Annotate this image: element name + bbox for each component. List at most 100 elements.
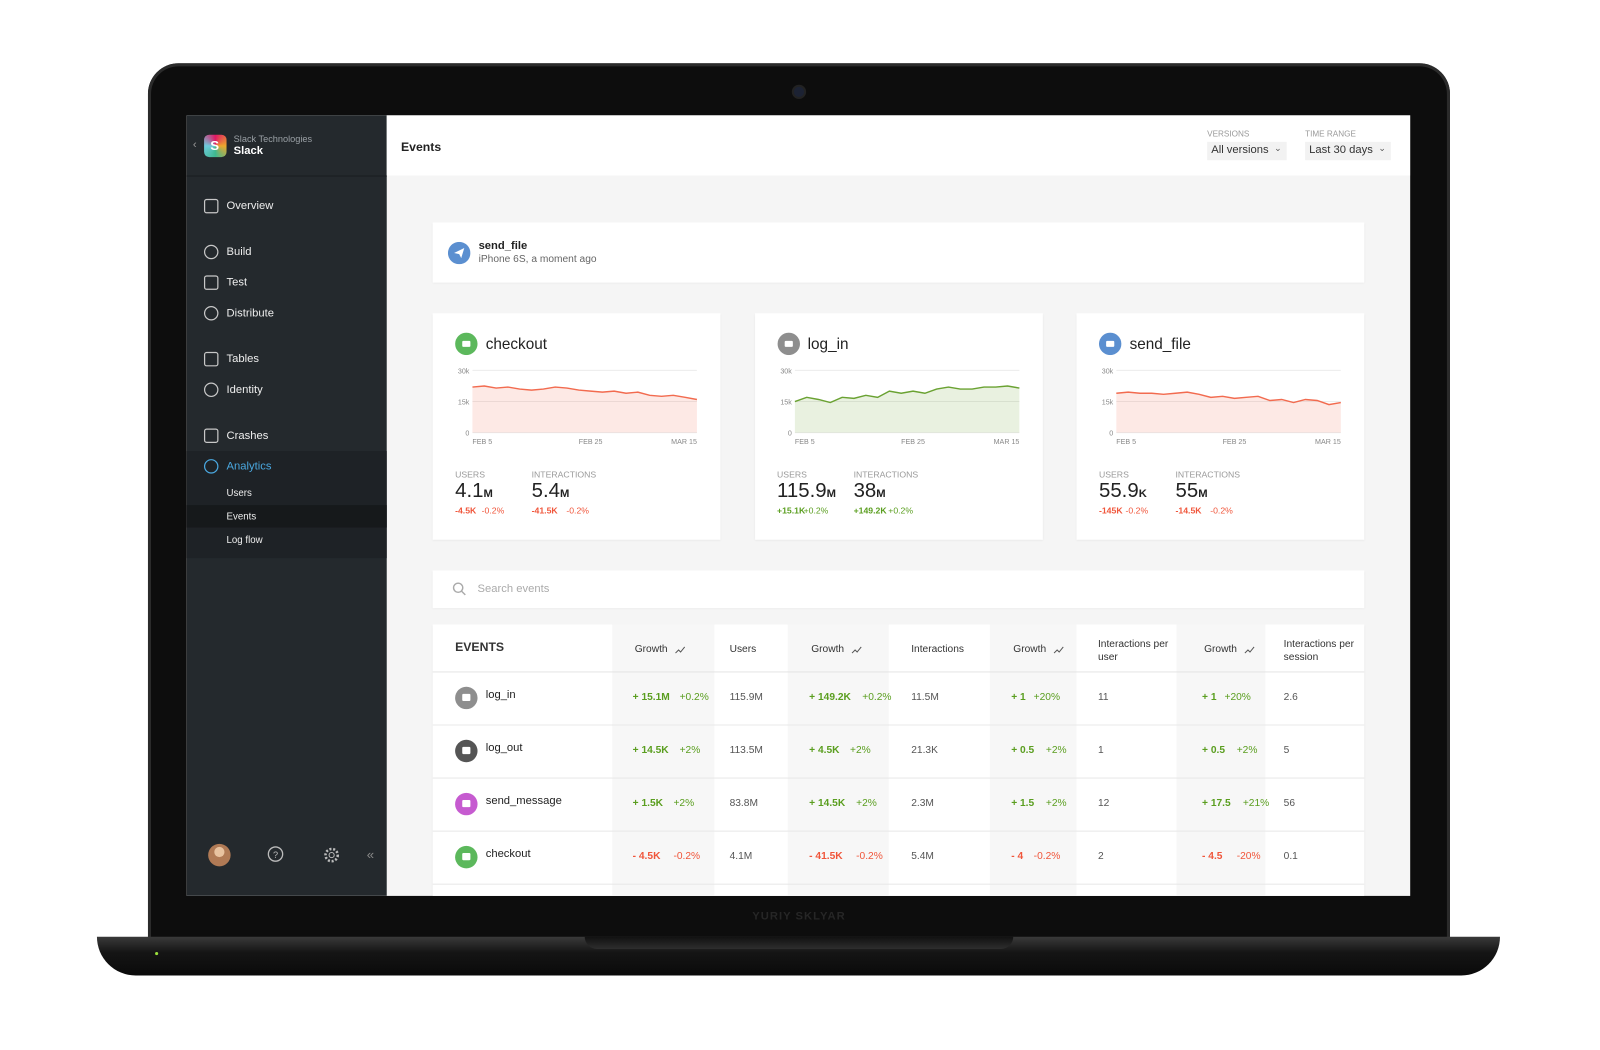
growth-value: + 1.5 <box>1011 797 1035 810</box>
nav-item[interactable]: Build <box>226 245 252 259</box>
company: Slack Technologies <box>233 133 313 144</box>
latest-icon <box>447 241 471 265</box>
trend-icon <box>851 646 862 654</box>
page-title: Events <box>401 139 442 155</box>
icon-shape <box>203 244 219 260</box>
nav-item[interactable]: Overview <box>226 199 274 213</box>
nav-item[interactable]: Tables <box>226 353 259 366</box>
subnav-item[interactable]: Users <box>226 487 252 499</box>
screen: ‹ S Slack Technologies Slack ? « Overvie… <box>186 115 1411 896</box>
x-tick-label: MAR 15 <box>671 438 697 446</box>
growth-pct: +0.2% <box>679 691 709 704</box>
y-tick-label: 15k <box>458 399 470 407</box>
cell-value: 2.6 <box>1283 691 1298 704</box>
cell-value: 12 <box>1097 797 1110 810</box>
sidebar-footer: ? « <box>208 843 374 867</box>
icon-shape <box>203 382 219 398</box>
cell-value: 21.3K <box>911 744 938 757</box>
trend-glyph <box>851 646 862 654</box>
event-icon <box>1098 332 1122 356</box>
stat-unit: K <box>1138 487 1147 500</box>
metric-card: send_file 30k 15k 0 FEB 5 FEB 25 MAR 15 USERS 55… <box>1076 313 1365 540</box>
cell-value: 115.9M <box>729 691 763 704</box>
stat-change-pct: +0.2% <box>803 505 829 516</box>
stat-change-pct: -0.2% <box>566 505 589 516</box>
search-icon <box>452 582 466 596</box>
growth-pct: +2% <box>1045 744 1067 757</box>
nav-item[interactable]: Crashes <box>226 429 269 442</box>
svg-text:?: ? <box>273 850 278 860</box>
growth-pct: -20% <box>1236 851 1261 863</box>
column-header: Growth <box>811 643 845 656</box>
filter-select[interactable]: Last 30 days ⌄ <box>1305 141 1392 161</box>
back-arrow[interactable]: ‹ <box>192 138 197 152</box>
row-divider <box>432 883 1365 885</box>
growth-pct: -0.2% <box>673 851 701 863</box>
growth-value: - 41.5K <box>809 851 843 863</box>
growth-value: + 15.1M <box>632 691 670 704</box>
metric-card: log_in 30k 15k 0 FEB 5 FEB 25 MAR 15 USERS 115.9… <box>754 313 1043 540</box>
nav-item[interactable]: Distribute <box>226 307 274 320</box>
growth-value: + 1 <box>1202 691 1217 704</box>
cell-value: 2.3M <box>911 797 934 810</box>
stat-unit: M <box>1198 487 1208 500</box>
search-box[interactable]: Search events <box>432 570 1365 609</box>
cell-value: 11.5M <box>911 691 939 704</box>
event-name[interactable]: checkout <box>485 847 531 861</box>
cell-value: 5 <box>1283 744 1290 757</box>
area <box>1116 392 1341 433</box>
row-icon-glyph <box>462 746 471 755</box>
nav-icon <box>203 306 219 321</box>
icon-shape <box>203 198 219 214</box>
y-tick-label: 0 <box>787 430 791 438</box>
row-icon-glyph <box>462 853 471 861</box>
growth-pct: +2% <box>849 744 871 757</box>
event-name[interactable]: log_out <box>485 741 523 755</box>
stat-number: 115.9 <box>777 479 827 503</box>
growth-value: + 0.5 <box>1011 744 1035 757</box>
stat-unit: M <box>826 487 836 500</box>
stat-value: 5.4M <box>532 480 570 503</box>
card-title: send_file <box>1129 335 1191 354</box>
settings-icon[interactable] <box>324 847 340 863</box>
trend-glyph <box>675 646 686 654</box>
app-logo: S <box>204 134 227 158</box>
growth-column-bg <box>1176 624 1266 896</box>
brand: YURIY SKLYAR <box>752 910 846 923</box>
filter-select[interactable]: All versions ⌄ <box>1207 141 1287 161</box>
collapse-icon[interactable]: « <box>367 847 374 862</box>
nav-item[interactable]: Identity <box>226 383 263 396</box>
metric-card: checkout 30k 15k 0 FEB 5 FEB 25 MAR 15 USERS 4.1… <box>432 313 721 540</box>
help-icon[interactable] <box>267 846 284 862</box>
row-divider <box>432 830 1365 832</box>
row-divider <box>432 724 1365 726</box>
area <box>472 386 697 433</box>
subnav-item[interactable]: Events <box>226 511 257 523</box>
growth-value: + 17.5 <box>1202 797 1231 810</box>
growth-value: + 0.5 <box>1202 744 1226 757</box>
growth-value: + 4.5K <box>809 744 840 757</box>
x-tick-label: MAR 15 <box>1315 438 1341 446</box>
stat-change: -145K <box>1098 505 1123 516</box>
event-name[interactable]: send_message <box>485 794 562 808</box>
growth-value: + 149.2K <box>809 691 851 704</box>
y-tick-label: 0 <box>465 430 469 438</box>
subnav-item[interactable]: Log flow <box>226 534 263 546</box>
stat-change: +15.1K <box>777 505 806 516</box>
nav-icon <box>203 459 219 474</box>
nav-item[interactable]: Analytics <box>226 460 272 473</box>
growth-pct: +2% <box>1045 797 1067 810</box>
event-name[interactable]: log_in <box>485 688 516 702</box>
nav-item[interactable]: Test <box>226 276 248 289</box>
x-tick-label: FEB 25 <box>1223 438 1247 446</box>
line <box>472 385 698 401</box>
cell-value: 11 <box>1097 691 1109 704</box>
cell-value: 83.8M <box>729 797 758 810</box>
growth-column-bg <box>989 624 1077 896</box>
events-table: EVENTS Growth Users Growth Interactions Growt… <box>432 624 1365 896</box>
stat-value: 38M <box>854 480 886 503</box>
stat-value: 4.1M <box>455 480 493 503</box>
growth-pct: -0.2% <box>856 851 883 863</box>
growth-column-bg <box>787 624 889 896</box>
